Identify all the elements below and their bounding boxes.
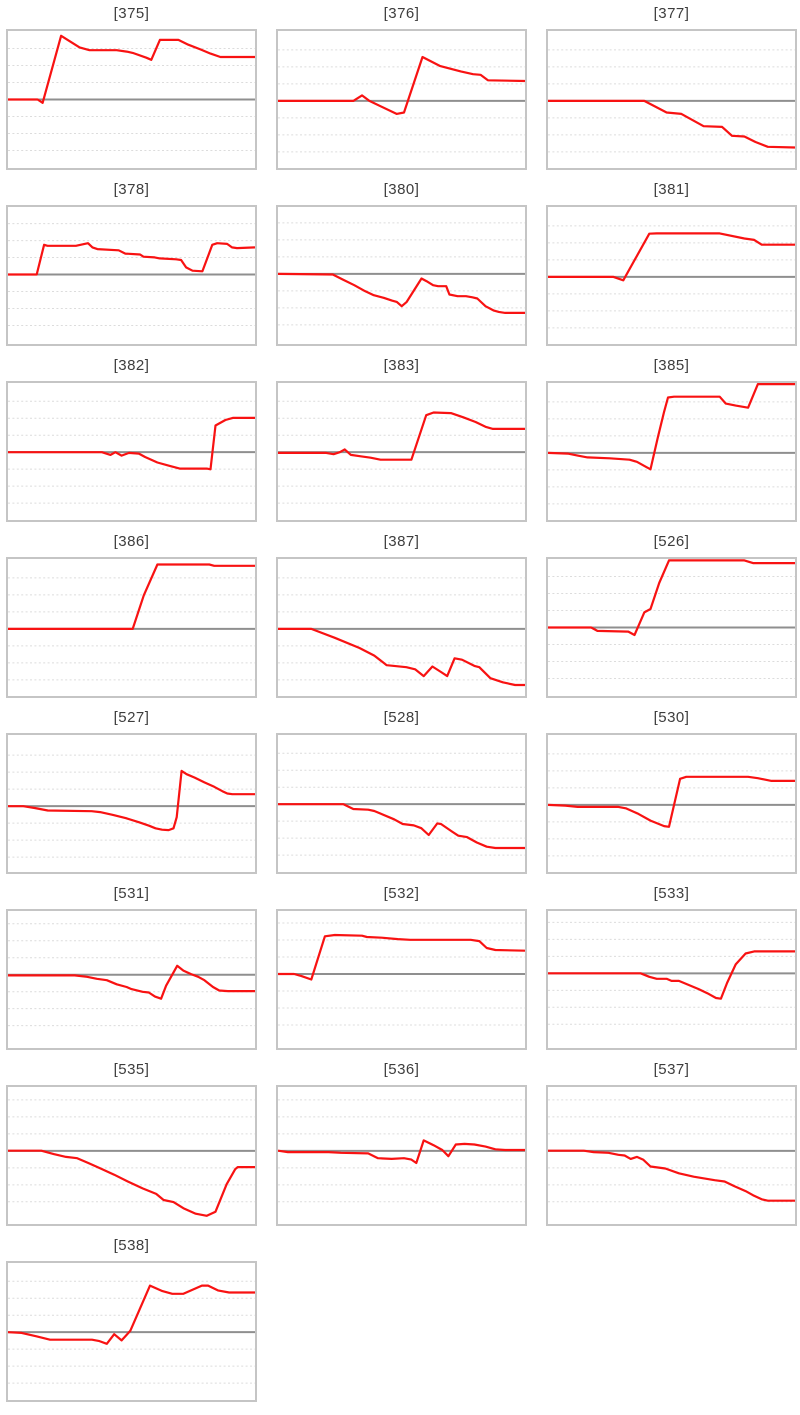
data-line bbox=[548, 99, 795, 149]
sparkline-chart bbox=[546, 1085, 797, 1226]
sparkline-chart bbox=[546, 205, 797, 346]
sparkline-chart bbox=[6, 381, 257, 522]
sparkline-chart bbox=[6, 909, 257, 1050]
chart-panel: [380] bbox=[276, 179, 527, 355]
chart-title: [386] bbox=[113, 533, 150, 550]
chart-title: [381] bbox=[653, 181, 690, 198]
chart-title: [385] bbox=[653, 357, 690, 374]
chart-panel: [538] bbox=[6, 1235, 257, 1411]
sparkline-chart bbox=[6, 205, 257, 346]
data-line bbox=[278, 627, 525, 687]
data-line bbox=[278, 803, 525, 850]
chart-panel: [526] bbox=[546, 531, 797, 707]
sparkline-chart bbox=[546, 381, 797, 522]
data-line bbox=[548, 950, 795, 1000]
chart-title: [380] bbox=[383, 181, 420, 198]
chart-panel: [387] bbox=[276, 531, 527, 707]
sparkline-chart bbox=[276, 733, 527, 874]
chart-title: [537] bbox=[653, 1061, 690, 1078]
chart-title: [536] bbox=[383, 1061, 420, 1078]
chart-panel: [533] bbox=[546, 883, 797, 1059]
data-line bbox=[8, 964, 255, 1000]
sparkline-chart bbox=[276, 909, 527, 1050]
chart-panel: [537] bbox=[546, 1059, 797, 1235]
sparkline-chart bbox=[546, 29, 797, 170]
sparkline-chart bbox=[6, 29, 257, 170]
sparkline-chart bbox=[6, 1085, 257, 1226]
sparkline-chart bbox=[6, 733, 257, 874]
data-line bbox=[548, 383, 795, 471]
sparkline-chart bbox=[276, 29, 527, 170]
data-line bbox=[8, 242, 255, 276]
data-line bbox=[548, 559, 795, 637]
chart-panel: [381] bbox=[546, 179, 797, 355]
chart-panel: [527] bbox=[6, 707, 257, 883]
data-line bbox=[278, 933, 525, 981]
chart-title: [528] bbox=[383, 709, 420, 726]
chart-title: [532] bbox=[383, 885, 420, 902]
chart-title: [376] bbox=[383, 5, 420, 22]
chart-title: [377] bbox=[653, 5, 690, 22]
chart-title: [535] bbox=[113, 1061, 150, 1078]
chart-panel: [385] bbox=[546, 355, 797, 531]
chart-title: [531] bbox=[113, 885, 150, 902]
chart-panel: [532] bbox=[276, 883, 527, 1059]
chart-title: [538] bbox=[113, 1237, 150, 1254]
chart-title: [378] bbox=[113, 181, 150, 198]
data-line bbox=[548, 775, 795, 828]
data-line bbox=[8, 1284, 255, 1345]
sparkline-chart bbox=[6, 557, 257, 698]
chart-panel: [377] bbox=[546, 3, 797, 179]
data-line bbox=[8, 1149, 255, 1217]
data-line bbox=[8, 416, 255, 471]
data-line bbox=[278, 272, 525, 315]
sparkline-chart bbox=[546, 909, 797, 1050]
chart-title: [387] bbox=[383, 533, 420, 550]
chart-panel: [382] bbox=[6, 355, 257, 531]
sparkline-chart bbox=[276, 205, 527, 346]
sparkline-chart bbox=[546, 733, 797, 874]
chart-title: [533] bbox=[653, 885, 690, 902]
data-line bbox=[278, 55, 525, 116]
chart-panel: [383] bbox=[276, 355, 527, 531]
chart-panel: [528] bbox=[276, 707, 527, 883]
chart-panel: [536] bbox=[276, 1059, 527, 1235]
chart-title: [375] bbox=[113, 5, 150, 22]
chart-panel: [531] bbox=[6, 883, 257, 1059]
sparkline-chart bbox=[546, 557, 797, 698]
chart-title: [527] bbox=[113, 709, 150, 726]
sparkline-chart bbox=[6, 1261, 257, 1402]
chart-title: [526] bbox=[653, 533, 690, 550]
data-line bbox=[278, 1139, 525, 1165]
sparkline-chart bbox=[276, 381, 527, 522]
chart-panel: [376] bbox=[276, 3, 527, 179]
chart-panel: [386] bbox=[6, 531, 257, 707]
chart-title: [382] bbox=[113, 357, 150, 374]
data-line bbox=[548, 1149, 795, 1202]
data-line bbox=[8, 769, 255, 832]
sparkline-chart bbox=[276, 557, 527, 698]
data-line bbox=[8, 34, 255, 105]
chart-title: [530] bbox=[653, 709, 690, 726]
data-line bbox=[548, 232, 795, 282]
chart-panel: [535] bbox=[6, 1059, 257, 1235]
data-line bbox=[8, 563, 255, 631]
sparkline-chart bbox=[276, 1085, 527, 1226]
data-line bbox=[278, 411, 525, 461]
chart-panel: [375] bbox=[6, 3, 257, 179]
chart-panel: [530] bbox=[546, 707, 797, 883]
chart-panel: [378] bbox=[6, 179, 257, 355]
chart-title: [383] bbox=[383, 357, 420, 374]
